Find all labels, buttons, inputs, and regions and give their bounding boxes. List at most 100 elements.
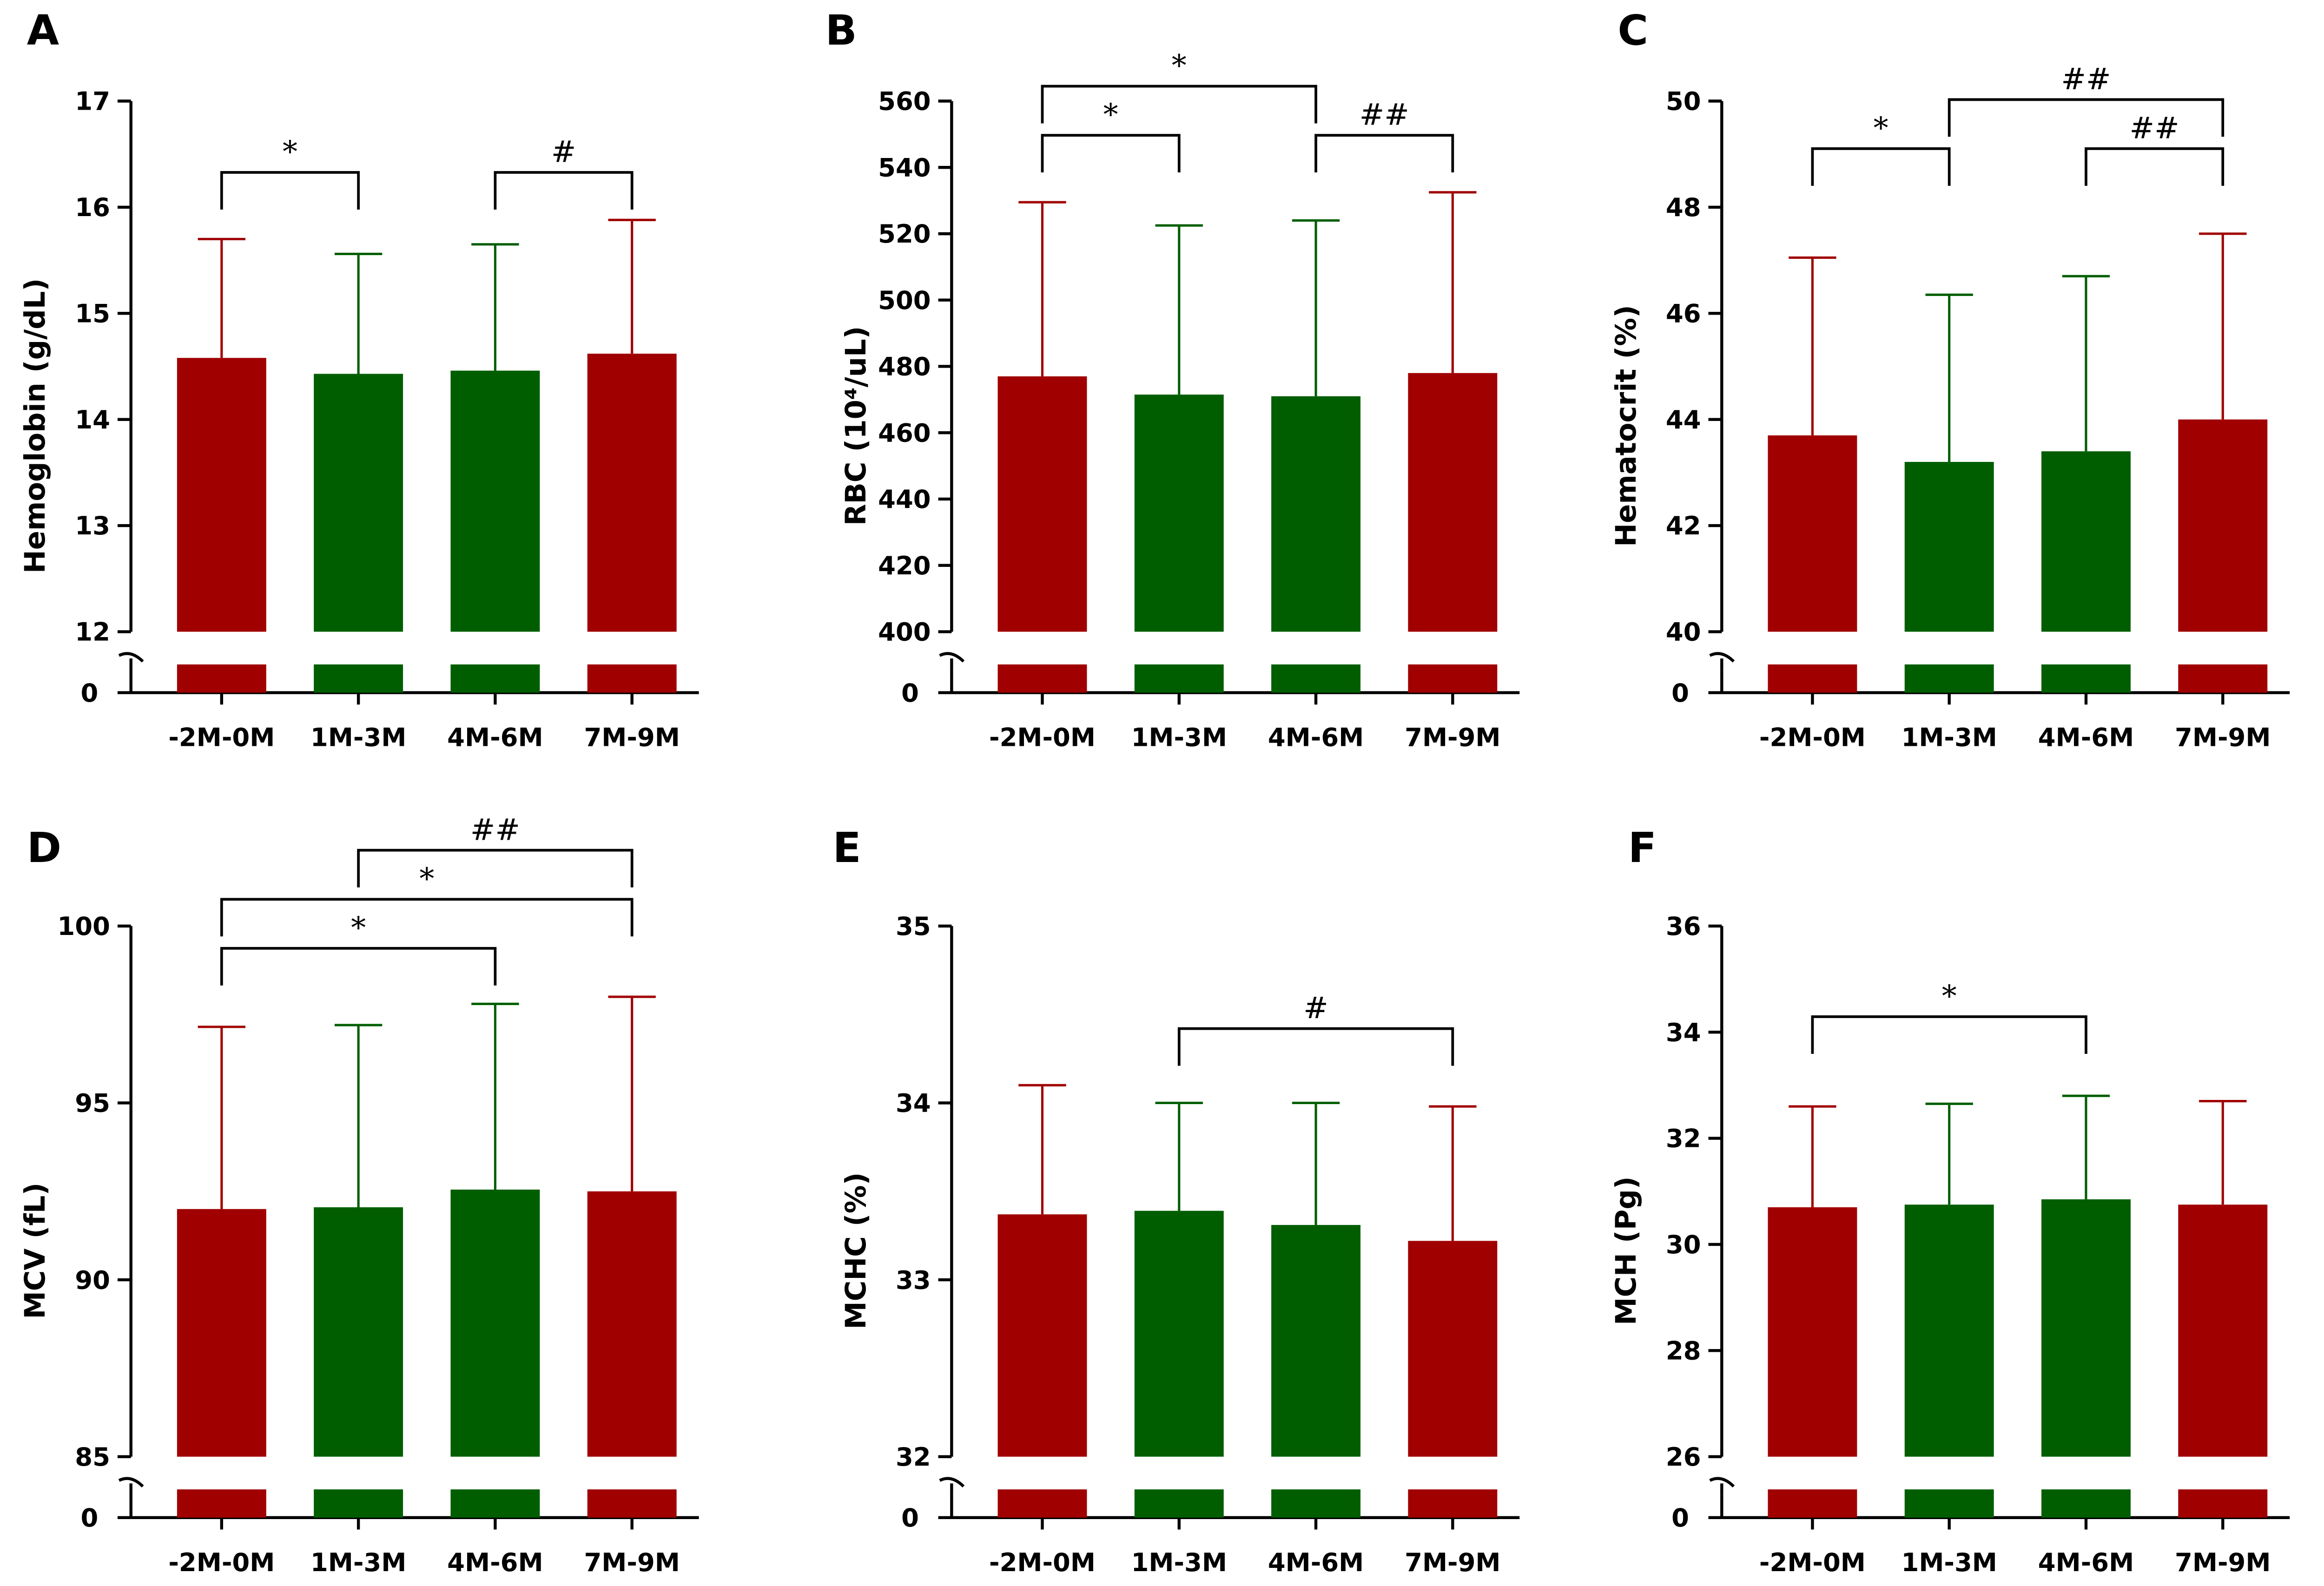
panel-D: D 85 90 95 100 0 MCV (fL) -2M-0M 1M-3M 4M-6M 7M-9M… [19,813,699,1577]
panel-letter: F [1628,824,1657,872]
bar-base [177,1489,266,1518]
significance-label: * [1942,980,1957,1014]
bar-base [997,1489,1087,1518]
x-tick-label: 4M-6M [1268,1548,1364,1577]
y-tick-label-zero: 0 [81,678,99,708]
y-tick-label: 32 [1666,1124,1701,1153]
panel-letter: B [825,7,857,55]
y-tick-label: 33 [896,1265,931,1295]
bar [587,354,677,632]
y-tick-label: 100 [57,912,110,941]
axis-break-mark [118,1477,144,1495]
bar [1408,1241,1498,1457]
y-tick-label: 36 [1666,912,1701,941]
significance-bracket [1811,147,1951,186]
bar-base [1408,664,1498,693]
bar [1768,435,1857,632]
significance-bracket [220,898,634,937]
bar-base [314,664,403,693]
bar-base [1408,1489,1498,1518]
y-tick-label: 46 [1666,299,1701,328]
x-tick-label: 1M-3M [1131,723,1227,752]
bar [587,1191,677,1457]
y-tick-label: 50 [1666,87,1701,116]
y-tick-label: 12 [75,618,110,647]
bar [450,1189,540,1457]
bar [1408,373,1498,632]
bar-base [314,1489,403,1518]
y-axis-label: Hematocrit (%) [1610,305,1643,547]
x-tick-label: -2M-0M [168,723,275,752]
panel-letter: E [832,824,861,872]
y-axis-label: RBC (10⁴/uL) [840,326,872,526]
y-tick-label: 48 [1666,193,1701,222]
significance-bracket [1041,85,1317,124]
y-tick-label: 420 [878,551,931,580]
significance-label: * [1172,49,1187,83]
y-tick-label: 17 [75,87,110,116]
y-tick-label: 16 [75,193,110,222]
bar-base [2178,664,2268,693]
bar-base [1768,664,1857,693]
panel-C: C 40 42 44 46 48 50 0 Hematocrit (%) -2M-0M 1M-3M 4… [1610,7,2290,752]
y-tick-label-zero: 0 [1671,678,1689,708]
significance-label: ## [2130,111,2179,145]
significance-label: * [1874,111,1888,145]
significance-bracket [2085,147,2225,186]
y-tick-label: 85 [75,1442,110,1472]
y-tick-label: 560 [878,87,931,116]
x-tick-label: -2M-0M [1759,723,1866,752]
y-axis-label: MCHC (%) [840,1172,872,1329]
bar [1134,1211,1224,1457]
bar-base [1271,1489,1361,1518]
bar [1271,1225,1361,1457]
x-tick-label: 4M-6M [447,1548,543,1577]
bar [1271,396,1361,632]
bar-base [450,1489,540,1518]
significance-label: * [351,911,366,945]
significance-label: ## [1360,98,1409,132]
y-tick-label: 30 [1666,1230,1701,1259]
x-tick-label: 1M-3M [1901,1548,1997,1577]
y-tick-label: 40 [1666,618,1701,647]
significance-bracket [220,171,360,210]
axis-break-mark [1709,652,1735,671]
bar [2178,419,2268,632]
bar-base [2041,664,2131,693]
x-tick-label: -2M-0M [168,1548,275,1577]
bar-base [2041,1489,2131,1518]
y-tick-label: 460 [878,418,931,448]
significance-bracket [494,171,634,210]
bar-base [2178,1489,2268,1518]
y-tick-label-zero: 0 [901,678,919,708]
significance-bracket [1811,1015,2087,1054]
y-tick-label: 520 [878,219,931,249]
bar-base [1768,1489,1857,1518]
bar [2041,1199,2131,1457]
significance-bracket [220,947,497,986]
bar [1904,462,1994,632]
x-tick-label: 7M-9M [584,1548,680,1577]
bar-base [587,664,677,693]
panel-B: B 400 420 440 460 480 500 520 540 560 0 RBC (10⁴/uL… [825,7,1520,752]
bar-base [997,664,1087,693]
axis-break-mark [939,652,965,671]
bar-base [450,664,540,693]
panel-E: E 32 33 34 35 0 MCHC (%) -2M-0M 1M-3M 4M-6M 7M-9M # [832,824,1520,1577]
y-tick-label: 35 [896,912,931,941]
bar-base [1904,1489,1994,1518]
y-axis-label: MCH (Pg) [1610,1176,1643,1325]
bar [314,1207,403,1457]
axis-break-mark [1709,1477,1735,1495]
x-tick-label: 7M-9M [1405,723,1500,752]
x-tick-label: 7M-9M [1405,1548,1500,1577]
panel-F: F 26 28 30 32 34 36 0 MCH (Pg) -2M-0M 1M-3M 4M-6M 7M… [1610,824,2290,1577]
y-tick-label-zero: 0 [1671,1503,1689,1533]
y-tick-label: 15 [75,299,110,328]
panel-letter: D [27,824,61,872]
bar-base [1134,664,1224,693]
significance-label: * [419,862,434,896]
significance-label: # [1303,991,1328,1026]
panel-letter: C [1618,7,1648,55]
